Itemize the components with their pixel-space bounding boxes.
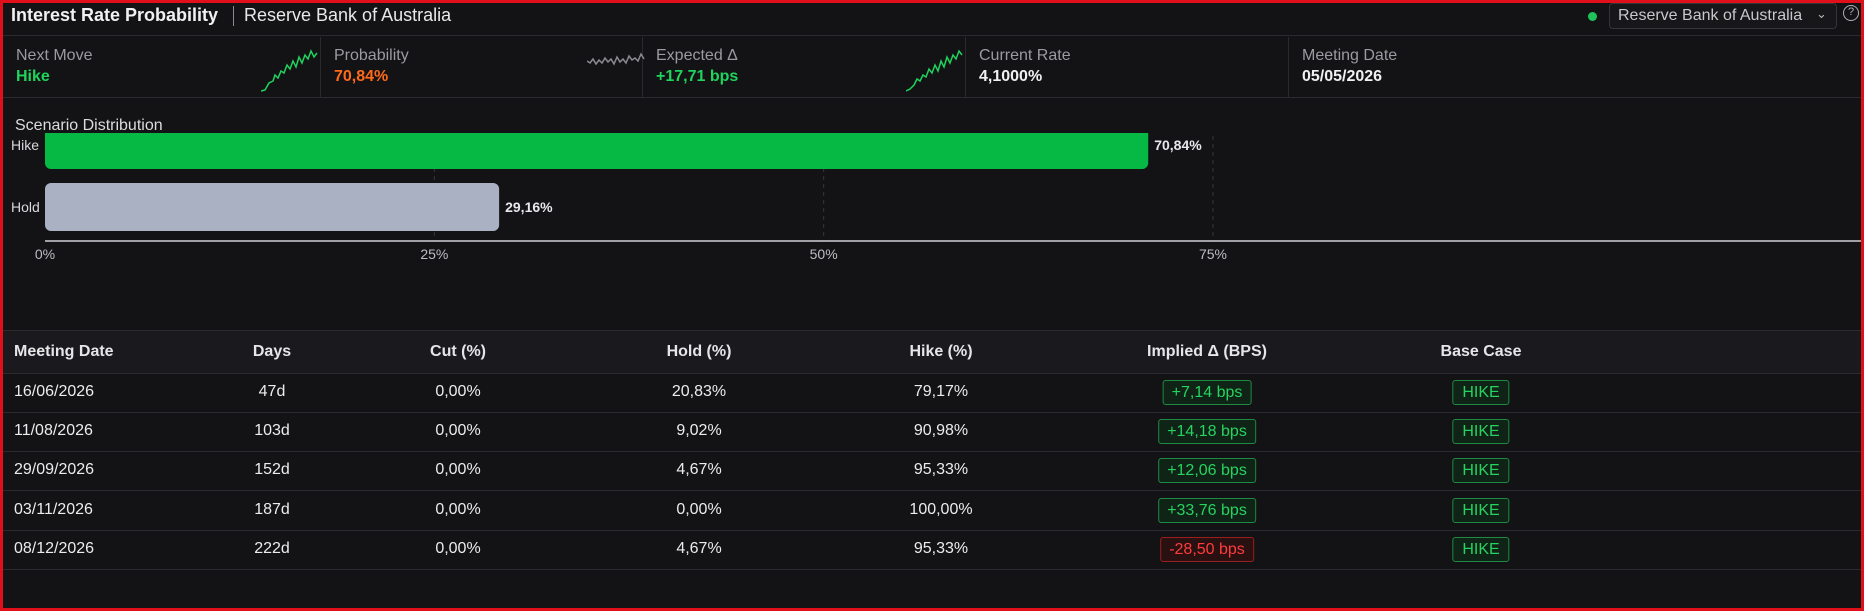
- cell-meeting-date: 29/09/2026: [14, 461, 95, 479]
- data-label: 29,16%: [505, 199, 553, 215]
- x-tick-label: 25%: [420, 246, 448, 262]
- stat-card-current-rate: Current Rate 4,1000%: [966, 37, 1289, 98]
- x-tick-label: 75%: [1199, 246, 1227, 262]
- sparkline-probability: [587, 52, 645, 66]
- sparkline-next-move: [261, 49, 318, 92]
- base-case-badge: HIKE: [1452, 536, 1510, 562]
- cell-meeting-date: 08/12/2026: [14, 539, 95, 557]
- page-title: Interest Rate Probability: [11, 5, 219, 25]
- stat-card-next-move: Next Move Hike: [3, 37, 321, 98]
- col-header-cut[interactable]: Cut (%): [430, 343, 486, 360]
- cell-hike: 95,33%: [913, 539, 969, 557]
- x-tick-label: 50%: [810, 246, 838, 262]
- base-case-badge: HIKE: [1452, 497, 1510, 523]
- bar-hold[interactable]: [45, 183, 500, 231]
- stat-value: 05/05/2026: [1302, 68, 1383, 85]
- base-case-badge: HIKE: [1452, 458, 1510, 484]
- stat-value: 70,84%: [334, 68, 389, 85]
- stats-row: Next Move Hike Probability 70,84% Expect…: [3, 37, 1861, 98]
- col-header-implied[interactable]: Implied Δ (BPS): [1147, 343, 1267, 360]
- cell-cut: 0,00%: [435, 383, 481, 400]
- col-header-hold[interactable]: Hold (%): [666, 343, 732, 360]
- sparkline-expected-delta: [906, 49, 963, 92]
- stat-card-probability: Probability 70,84%: [321, 37, 645, 98]
- chevron-down-icon: ⌄: [1816, 6, 1827, 21]
- cell-meeting-date: 16/06/2026: [14, 383, 95, 400]
- col-header-meeting-date[interactable]: Meeting Date: [14, 343, 114, 360]
- col-header-hike[interactable]: Hike (%): [909, 343, 973, 360]
- data-label: 70,84%: [1154, 137, 1202, 153]
- page-subtitle: Reserve Bank of Australia: [244, 5, 452, 25]
- cell-cut: 0,00%: [435, 539, 481, 557]
- table-row[interactable]: 08/12/2026 222d 0,00% 4,67% 95,33% -28,50 bps…: [3, 531, 1861, 570]
- stat-label: Next Move: [16, 47, 93, 64]
- stat-value: 4,1000%: [979, 68, 1043, 85]
- cell-days: 47d: [258, 383, 286, 400]
- bank-select-dropdown[interactable]: Reserve Bank of Australia ⌄: [1609, 3, 1837, 29]
- scenario-bar-chart: Hike 70,84% Hold 29,16% 0% 25% 50% 75%: [11, 133, 1861, 262]
- live-status-dot: [1588, 12, 1597, 21]
- cell-cut: 0,00%: [435, 461, 481, 479]
- stat-value: +17,71 bps: [656, 68, 739, 85]
- title-divider: [233, 6, 234, 26]
- x-tick-label: 0%: [35, 246, 55, 262]
- bar-hike[interactable]: [45, 133, 1149, 169]
- implied-delta-pill: +12,06 bps: [1158, 458, 1256, 484]
- table-row[interactable]: 16/06/2026 47d 0,00% 20,83% 79,17% +7,14 bps H…: [3, 374, 1861, 413]
- cell-cut: 0,00%: [435, 422, 481, 440]
- cell-cut: 0,00%: [435, 500, 481, 518]
- cell-hike: 90,98%: [913, 422, 969, 440]
- cell-hike: 100,00%: [909, 500, 973, 518]
- scenario-title: Scenario Distribution: [15, 117, 163, 134]
- stat-label: Expected Δ: [656, 47, 738, 64]
- category-label: Hold: [11, 199, 40, 215]
- col-header-base-case[interactable]: Base Case: [1440, 343, 1522, 360]
- cell-days: 222d: [254, 539, 290, 557]
- stat-value: Hike: [16, 68, 50, 85]
- stat-label: Probability: [334, 47, 409, 64]
- table-row[interactable]: 29/09/2026 152d 0,00% 4,67% 95,33% +12,06 bps…: [3, 452, 1861, 492]
- cell-meeting-date: 11/08/2026: [14, 422, 93, 440]
- bank-select-label: Reserve Bank of Australia: [1618, 7, 1803, 24]
- implied-delta-pill: +33,76 bps: [1158, 497, 1256, 523]
- table-row[interactable]: 03/11/2026 187d 0,00% 0,00% 100,00% +33,76 bp…: [3, 492, 1861, 531]
- cell-days: 103d: [254, 422, 290, 440]
- help-icon[interactable]: ?: [1843, 5, 1859, 21]
- header-bar: Interest Rate Probability Reserve Bank o…: [3, 3, 1861, 36]
- base-case-badge: HIKE: [1452, 419, 1510, 445]
- base-case-badge: HIKE: [1452, 380, 1510, 405]
- table-header: Meeting Date Days Cut (%) Hold (%) Hike …: [3, 330, 1861, 374]
- cell-hold: 4,67%: [676, 539, 722, 557]
- cell-hold: 20,83%: [671, 383, 727, 400]
- stat-card-expected-delta: Expected Δ +17,71 bps: [643, 37, 966, 98]
- stat-label: Meeting Date: [1302, 47, 1398, 64]
- cell-meeting-date: 03/11/2026: [14, 500, 93, 518]
- category-label: Hike: [11, 137, 39, 153]
- implied-delta-pill: +14,18 bps: [1158, 419, 1256, 445]
- cell-hike: 95,33%: [913, 461, 969, 479]
- app-panel: Interest Rate Probability Reserve Bank o…: [3, 3, 1861, 608]
- cell-days: 152d: [254, 461, 290, 479]
- stat-card-meeting-date: Meeting Date 05/05/2026: [1289, 37, 1861, 98]
- cell-hold: 9,02%: [676, 422, 722, 440]
- implied-delta-pill: -28,50 bps: [1160, 536, 1254, 562]
- table-row[interactable]: 11/08/2026 103d 0,00% 9,02% 90,98% +14,18 bps…: [3, 413, 1861, 453]
- cell-days: 187d: [254, 500, 290, 518]
- cell-hold: 0,00%: [676, 500, 722, 518]
- stat-label: Current Rate: [979, 47, 1071, 64]
- col-header-days[interactable]: Days: [252, 343, 292, 360]
- implied-delta-pill: +7,14 bps: [1162, 380, 1252, 405]
- cell-hold: 4,67%: [676, 461, 722, 479]
- cell-hike: 79,17%: [913, 383, 969, 400]
